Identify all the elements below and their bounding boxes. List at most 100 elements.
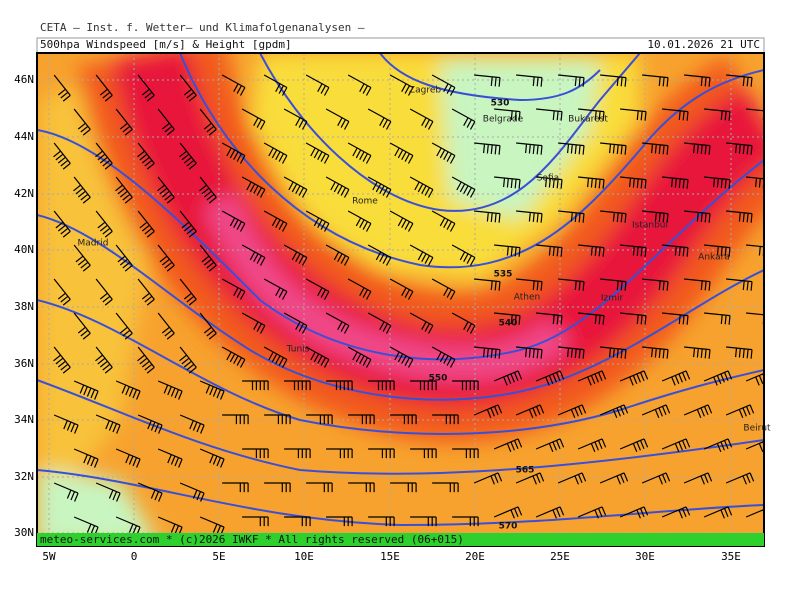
wind-barb [619, 438, 649, 453]
wind-barb [703, 506, 733, 519]
lat-label: 34N [14, 413, 34, 426]
wind-barb [536, 244, 563, 257]
wind-barb [367, 176, 392, 198]
wind-barb [389, 346, 414, 368]
contour-label: 540 [499, 319, 518, 329]
wind-barb [516, 278, 543, 291]
lon-label: 5E [212, 550, 225, 563]
wind-barb [263, 142, 288, 164]
timestamp: 10.01.2026 21 UTC [647, 38, 760, 51]
wind-barb [53, 142, 71, 170]
wind-barb [577, 438, 607, 453]
wind-barb [367, 312, 392, 334]
wind-barb [199, 312, 217, 340]
wind-barb [452, 516, 479, 527]
wind-barb [684, 210, 711, 223]
wind-barb [725, 404, 755, 419]
wind-barb [431, 142, 456, 164]
wind-barb [390, 414, 417, 425]
wind-barb [73, 312, 91, 340]
wind-barb [600, 346, 627, 359]
wind-barb [557, 472, 587, 485]
wind-barb [263, 210, 288, 232]
wind-barb [199, 380, 225, 400]
wind-barb [241, 108, 266, 130]
height-contour [259, 53, 641, 212]
wind-barb [263, 74, 288, 96]
height-contour [37, 299, 764, 435]
wind-barb [305, 346, 330, 368]
contour-label: 535 [494, 270, 513, 280]
wind-barb [662, 176, 689, 189]
wind-barb [619, 370, 649, 386]
wind-barb [389, 210, 414, 232]
wind-barb [577, 506, 607, 519]
header: CETA — Inst. f. Wetter— und Klimafolgena… [40, 21, 365, 34]
city-label: Belgrade [483, 115, 524, 125]
wind-barb [73, 516, 99, 536]
map-field [37, 53, 764, 546]
city-label: Tunis [286, 345, 310, 355]
wind-barb [494, 176, 521, 189]
footer-bar [37, 533, 764, 546]
wind-barb [241, 312, 266, 334]
wind-barb [726, 346, 753, 359]
wind-barb [347, 210, 372, 232]
wind-barb [264, 414, 291, 425]
wind-barb [451, 108, 476, 130]
wind-barb [535, 370, 565, 386]
wind-barb [221, 74, 246, 96]
wind-barb [137, 210, 155, 238]
wind-barb [558, 278, 585, 291]
wind-barb [410, 448, 437, 459]
wind-barb [432, 482, 459, 493]
wind-barb [367, 244, 392, 266]
wind-barb [137, 346, 155, 374]
wind-barb [95, 278, 113, 306]
wind-barb [347, 278, 372, 300]
wind-barb [137, 278, 155, 306]
wind-barb [199, 108, 217, 136]
wind-barb [662, 108, 689, 121]
wind-barb [137, 414, 163, 434]
wind-barb [684, 74, 711, 87]
wind-barb [515, 472, 545, 485]
city-label: Izmir [601, 294, 624, 304]
wind-barb [221, 278, 246, 300]
wind-barb [642, 74, 669, 87]
wind-barb [284, 380, 311, 391]
wind-barb [578, 108, 605, 121]
wind-barb [221, 142, 246, 164]
wind-barb [452, 380, 479, 391]
wind-barb [703, 370, 733, 386]
wind-barb [558, 210, 585, 223]
wind-barb [179, 414, 205, 434]
lon-label: 30E [635, 550, 655, 563]
lon-label: 10E [294, 550, 314, 563]
wind-barb [348, 482, 375, 493]
city-label: Istanbul [632, 221, 668, 231]
wind-barb [157, 244, 175, 272]
wind-barb [115, 448, 141, 468]
wind-barb [95, 414, 121, 434]
wind-barb [409, 244, 434, 266]
lat-label: 38N [14, 300, 34, 313]
wind-barb [115, 108, 133, 136]
wind-barb [389, 278, 414, 300]
wind-barb [494, 108, 521, 121]
wind-barb [599, 472, 629, 485]
wind-barb [493, 506, 523, 519]
wind-barb [620, 312, 647, 325]
wind-barb [746, 108, 764, 120]
wind-barb [305, 278, 330, 300]
wind-barb [347, 142, 372, 164]
wind-barb [451, 176, 476, 198]
lat-label: 40N [14, 243, 34, 256]
wind-barb [242, 516, 269, 527]
wind-barb [115, 176, 133, 204]
city-label: Zagreb [409, 86, 441, 96]
wind-barb [536, 312, 563, 325]
wind-barb [95, 142, 113, 170]
wind-barb [494, 312, 521, 325]
wind-barb [535, 506, 565, 519]
